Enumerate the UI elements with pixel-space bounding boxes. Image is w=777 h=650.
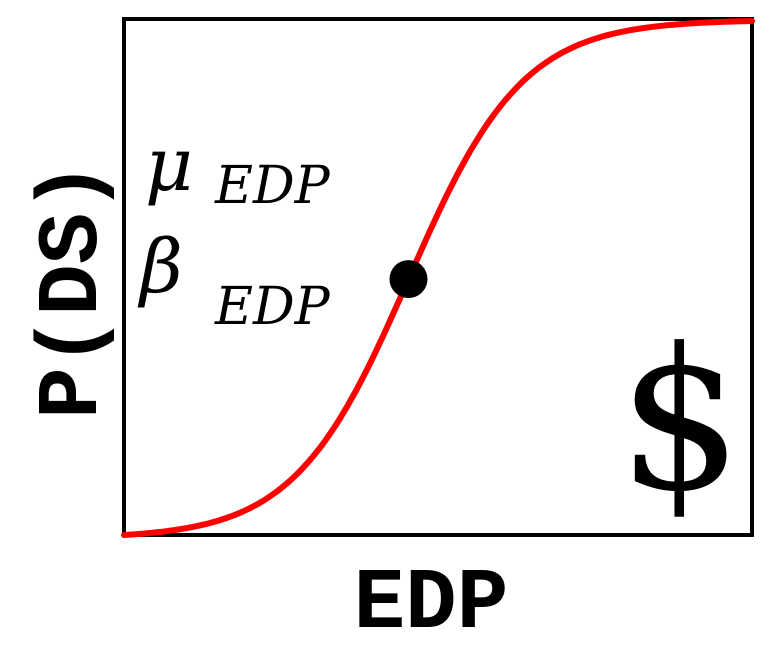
fragility-curve (121, 18, 755, 538)
x-axis-label: EDP (354, 555, 509, 650)
beta-subscript: EDP (214, 277, 331, 337)
mu-subscript: EDP (214, 156, 331, 216)
median-point-marker (389, 260, 428, 299)
beta-symbol: β (137, 224, 183, 310)
dollar-sign-icon: $ (618, 307, 743, 535)
y-axis-label: P(DS) (24, 161, 122, 419)
plot-frame (122, 17, 754, 537)
mu-symbol: μ (145, 122, 193, 208)
